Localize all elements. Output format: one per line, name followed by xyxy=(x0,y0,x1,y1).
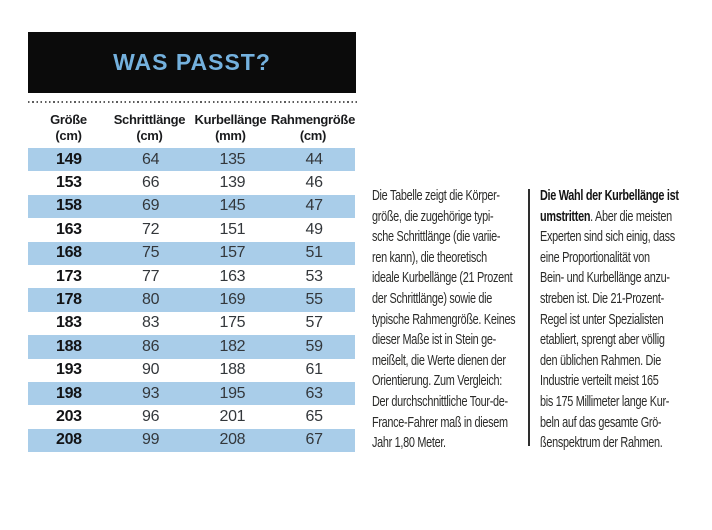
headline-banner: WAS PASST? xyxy=(28,32,356,93)
cell-groesse: 168 xyxy=(55,244,82,262)
cell-rahmengroesse: 51 xyxy=(305,244,324,262)
column-header-unit: (cm) xyxy=(55,127,82,143)
table-header-row: Größe (cm) Schrittlänge (cm) Kurbellänge… xyxy=(28,110,355,148)
body-text-left: Die Tabelle zeigt die Körper- größe, die… xyxy=(372,186,522,454)
column-header-label: Rahmengröße xyxy=(270,112,356,127)
cell-kurbellaenge: 163 xyxy=(219,267,246,285)
body-text-left-content: Die Tabelle zeigt die Körper- größe, die… xyxy=(372,188,516,452)
cell-schrittlaenge: 99 xyxy=(142,431,160,449)
cell-kurbellaenge: 145 xyxy=(219,197,246,215)
table-row: 173 77 163 53 xyxy=(28,265,355,288)
cell-schrittlaenge: 90 xyxy=(142,361,160,379)
cell-schrittlaenge: 72 xyxy=(142,220,160,238)
column-header-unit: (cm) xyxy=(299,127,327,143)
column-header-label: Größe xyxy=(50,112,87,127)
cell-schrittlaenge: 77 xyxy=(142,267,160,285)
body-text-right-lead: Die Wahl der Kurbellänge ist umstritten xyxy=(540,188,679,225)
cell-schrittlaenge: 69 xyxy=(142,197,160,215)
cell-schrittlaenge: 66 xyxy=(142,174,160,192)
cell-kurbellaenge: 139 xyxy=(219,174,246,192)
cell-groesse: 198 xyxy=(55,384,82,402)
cell-groesse: 203 xyxy=(55,407,82,425)
headline-title: WAS PASST? xyxy=(113,49,271,75)
cell-schrittlaenge: 80 xyxy=(142,291,160,309)
table-row: 149 64 135 44 xyxy=(28,148,355,172)
cell-schrittlaenge: 96 xyxy=(142,407,160,425)
cell-groesse: 178 xyxy=(55,291,82,309)
cell-groesse: 173 xyxy=(55,267,82,285)
cell-groesse: 183 xyxy=(55,314,82,332)
cell-schrittlaenge: 64 xyxy=(142,150,160,168)
cell-rahmengroesse: 47 xyxy=(305,197,324,215)
cell-rahmengroesse: 59 xyxy=(305,337,324,355)
table-row: 168 75 157 51 xyxy=(28,241,355,265)
cell-kurbellaenge: 169 xyxy=(219,291,246,309)
cell-kurbellaenge: 157 xyxy=(219,244,246,262)
cell-kurbellaenge: 201 xyxy=(219,407,246,425)
cell-groesse: 188 xyxy=(55,337,82,355)
size-table-body: 149 64 135 44 153 66 139 46 158 69 145 4… xyxy=(28,148,355,453)
cell-kurbellaenge: 175 xyxy=(219,314,246,332)
column-header-unit: (cm) xyxy=(136,127,163,143)
dotted-divider xyxy=(28,101,357,103)
cell-schrittlaenge: 83 xyxy=(142,314,160,332)
cell-groesse: 193 xyxy=(55,361,82,379)
cell-rahmengroesse: 55 xyxy=(305,291,324,309)
cell-groesse: 208 xyxy=(55,431,82,449)
cell-rahmengroesse: 44 xyxy=(305,150,324,168)
cell-rahmengroesse: 49 xyxy=(305,220,324,238)
cell-kurbellaenge: 135 xyxy=(219,150,246,168)
body-text-right-content: . Aber die meisten Experten sind sich ei… xyxy=(540,208,675,452)
column-header: Größe (cm) xyxy=(28,112,109,148)
cell-groesse: 149 xyxy=(55,150,82,168)
cell-kurbellaenge: 182 xyxy=(219,337,246,355)
table-row: 193 90 188 61 xyxy=(28,359,355,382)
table-row: 188 86 182 59 xyxy=(28,335,355,359)
cell-kurbellaenge: 208 xyxy=(219,431,246,449)
cell-schrittlaenge: 75 xyxy=(142,244,160,262)
cell-groesse: 163 xyxy=(55,220,82,238)
column-header-label: Kurbellänge xyxy=(194,112,267,127)
cell-groesse: 153 xyxy=(55,174,82,192)
cell-rahmengroesse: 61 xyxy=(305,361,324,379)
table-row: 183 83 175 57 xyxy=(28,312,355,335)
table-row: 153 66 139 46 xyxy=(28,171,355,194)
table-row: 178 80 169 55 xyxy=(28,288,355,312)
cell-rahmengroesse: 46 xyxy=(305,174,324,192)
cell-schrittlaenge: 86 xyxy=(142,337,160,355)
cell-kurbellaenge: 195 xyxy=(219,384,246,402)
column-header: Kurbellänge (mm) xyxy=(190,112,271,148)
column-header-unit: (mm) xyxy=(215,127,246,143)
size-table: Größe (cm) Schrittlänge (cm) Kurbellänge… xyxy=(28,110,355,453)
cell-rahmengroesse: 63 xyxy=(305,384,324,402)
column-header: Rahmengröße (cm) xyxy=(271,112,355,148)
cell-kurbellaenge: 188 xyxy=(219,361,246,379)
table-row: 198 93 195 63 xyxy=(28,381,355,406)
column-divider-line xyxy=(528,189,530,446)
cell-rahmengroesse: 53 xyxy=(305,267,324,285)
cell-rahmengroesse: 65 xyxy=(305,407,324,425)
cell-rahmengroesse: 67 xyxy=(305,431,324,449)
cell-groesse: 158 xyxy=(55,197,82,215)
body-text-right: Die Wahl der Kurbellänge ist umstritten.… xyxy=(540,186,702,454)
cell-rahmengroesse: 57 xyxy=(305,314,324,332)
column-header: Schrittlänge (cm) xyxy=(109,112,190,148)
column-header-label: Schrittlänge xyxy=(113,112,186,127)
table-row: 158 69 145 47 xyxy=(28,194,355,219)
table-row: 208 99 208 67 xyxy=(28,428,355,453)
table-row: 163 72 151 49 xyxy=(28,218,355,241)
table-row: 203 96 201 65 xyxy=(28,405,355,428)
cell-kurbellaenge: 151 xyxy=(219,220,246,238)
cell-schrittlaenge: 93 xyxy=(142,384,160,402)
